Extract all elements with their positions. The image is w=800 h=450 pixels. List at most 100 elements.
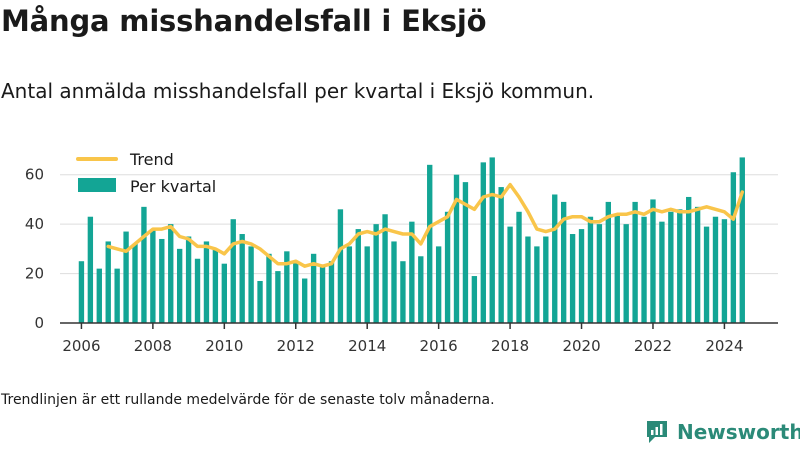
- trend-line: [106, 182, 745, 268]
- bar: [293, 261, 299, 323]
- bar: [739, 157, 745, 323]
- bar: [560, 201, 567, 323]
- bar: [427, 164, 433, 323]
- bar: [480, 162, 486, 323]
- bar: [284, 251, 290, 323]
- trend-series: [106, 182, 745, 268]
- legend: Trend Per kvartal: [76, 150, 216, 196]
- bar: [525, 236, 531, 323]
- bar: [453, 174, 460, 323]
- bar: [221, 263, 227, 323]
- bar: [391, 241, 397, 323]
- bar: [248, 246, 254, 323]
- bar: [310, 253, 317, 323]
- chart-title: Många misshandelsfall i Eksjö: [1, 4, 487, 38]
- bar: [400, 261, 406, 323]
- bar: [605, 201, 612, 323]
- bar: [275, 271, 281, 323]
- bar: [132, 243, 138, 323]
- bar: [686, 196, 692, 323]
- bar: [346, 246, 353, 323]
- axes: 0 20 40 60 2006 2008 2010 2012 2014 2016 2018 2020 2…: [25, 166, 778, 355]
- brand: Newsworthy: [645, 419, 800, 445]
- y-tick-label: 60: [25, 166, 44, 184]
- x-tick-label: 2012: [277, 337, 315, 355]
- x-tick-label: 2014: [348, 337, 386, 355]
- bar: [257, 280, 263, 323]
- bar: [105, 241, 111, 323]
- bar: [355, 229, 361, 323]
- brand-name: Newsworthy: [677, 420, 800, 444]
- bar: [418, 256, 424, 323]
- bar: [159, 238, 165, 323]
- chart-subtitle: Antal anmälda misshandelsfall per kvarta…: [1, 79, 595, 103]
- bar: [409, 221, 415, 323]
- bar: [194, 258, 201, 323]
- x-tick-label: 2022: [634, 337, 672, 355]
- bar: [498, 187, 504, 323]
- x-tick-label: 2008: [134, 337, 172, 355]
- bar: [641, 216, 647, 323]
- bar: [444, 211, 451, 323]
- bar: [176, 248, 183, 323]
- x-tick-label: 2024: [705, 337, 743, 355]
- bar: [212, 248, 219, 323]
- bar: [435, 246, 442, 323]
- bar: [596, 224, 603, 323]
- bar: [302, 278, 308, 323]
- bar: [462, 182, 469, 323]
- bar: [96, 268, 102, 323]
- bar: [364, 246, 370, 323]
- bar: [150, 229, 156, 323]
- chart: 0 20 40 60 2006 2008 2010 2012 2014 2016 2018 2020 2…: [25, 150, 778, 355]
- legend-label-trend: Trend: [129, 150, 174, 169]
- y-tick-label: 0: [34, 314, 44, 332]
- bar: [614, 214, 620, 323]
- bar: [694, 206, 701, 323]
- bar: [337, 209, 344, 323]
- bar: [632, 201, 638, 323]
- x-tick-label: 2010: [205, 337, 243, 355]
- bar: [489, 157, 495, 323]
- legend-label-bars: Per kvartal: [130, 177, 216, 196]
- bar: [659, 221, 665, 323]
- bar: [668, 211, 674, 323]
- y-tick-label: 40: [25, 215, 44, 233]
- bar: [87, 216, 94, 323]
- bar: [114, 268, 120, 323]
- bar: [471, 276, 478, 323]
- bar: [569, 234, 576, 323]
- footnote: Trendlinjen är ett rullande medelvärde f…: [1, 392, 495, 408]
- bar: [328, 261, 335, 323]
- bar: [516, 211, 522, 323]
- bar: [203, 241, 210, 323]
- bar: [373, 224, 379, 323]
- bar: [712, 216, 719, 323]
- bar: [703, 226, 710, 323]
- y-tick-label: 20: [25, 265, 44, 283]
- bar: [552, 194, 558, 323]
- bar: [587, 216, 594, 323]
- bar: [382, 214, 388, 323]
- bar: [623, 224, 629, 323]
- bar: [721, 219, 728, 323]
- bar: [168, 224, 174, 323]
- bar: [185, 236, 192, 323]
- bar: [319, 266, 326, 323]
- x-tick-label: 2016: [420, 337, 458, 355]
- bar: [578, 229, 585, 323]
- bar: [534, 246, 540, 323]
- bar: [266, 253, 272, 323]
- bar: [650, 199, 656, 323]
- bar: [230, 219, 236, 323]
- x-tick-label: 2020: [562, 337, 600, 355]
- bar: [78, 261, 85, 323]
- bar: [543, 236, 549, 323]
- bar: [677, 209, 683, 323]
- legend-bar-swatch: [78, 178, 116, 192]
- x-tick-label: 2018: [491, 337, 529, 355]
- bar: [730, 172, 737, 323]
- bar: [141, 206, 147, 323]
- bar-series: [78, 157, 745, 323]
- bar: [239, 234, 245, 323]
